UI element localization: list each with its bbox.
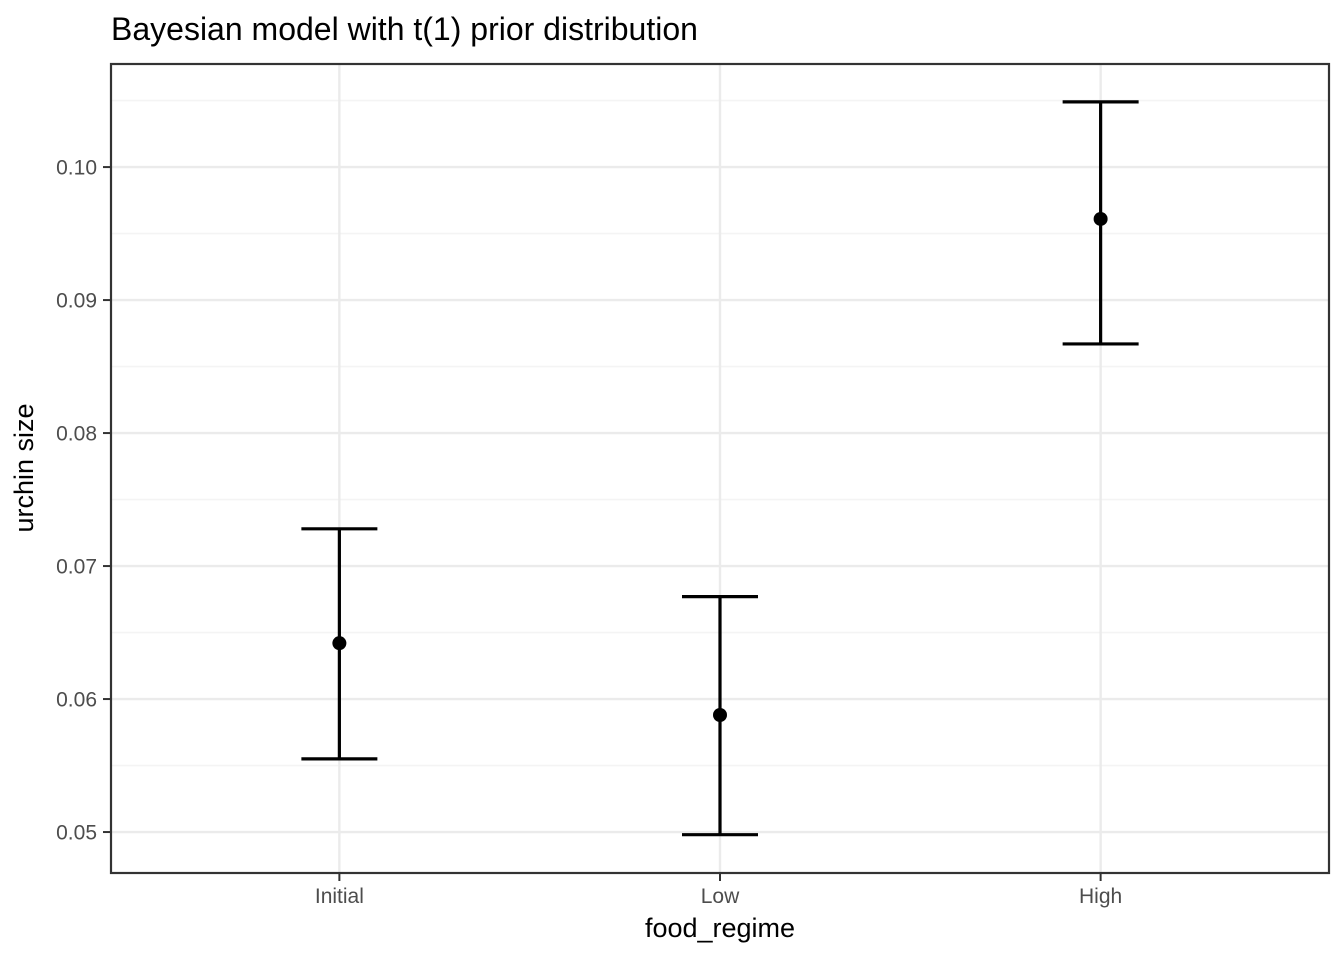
error-bar-initial <box>301 527 378 761</box>
plot-title: Bayesian model with t(1) prior distribut… <box>111 11 698 47</box>
y-axis-title: urchin size <box>9 403 39 532</box>
y-tick-label: 0.09 <box>56 290 97 313</box>
axes-layer: 0.05 0.06 0.07 0.08 0.09 0.10 Initial Low High <box>56 157 1122 908</box>
x-axis-title: food_regime <box>645 913 795 943</box>
x-tick-label: Low <box>701 885 740 908</box>
y-tick-label: 0.06 <box>56 689 97 712</box>
y-tick-label: 0.07 <box>56 556 97 579</box>
y-tick-label: 0.10 <box>56 157 97 180</box>
error-bar-low <box>682 595 758 837</box>
x-tick-label: High <box>1079 885 1122 908</box>
data-layer <box>301 100 1139 837</box>
y-tick-label: 0.08 <box>56 423 97 446</box>
mean-point <box>713 708 727 723</box>
x-tick-label: Initial <box>315 885 364 908</box>
y-tick-label: 0.05 <box>56 822 97 845</box>
mean-point <box>1093 211 1108 226</box>
mean-point <box>332 636 347 651</box>
error-bar-high <box>1062 100 1139 346</box>
